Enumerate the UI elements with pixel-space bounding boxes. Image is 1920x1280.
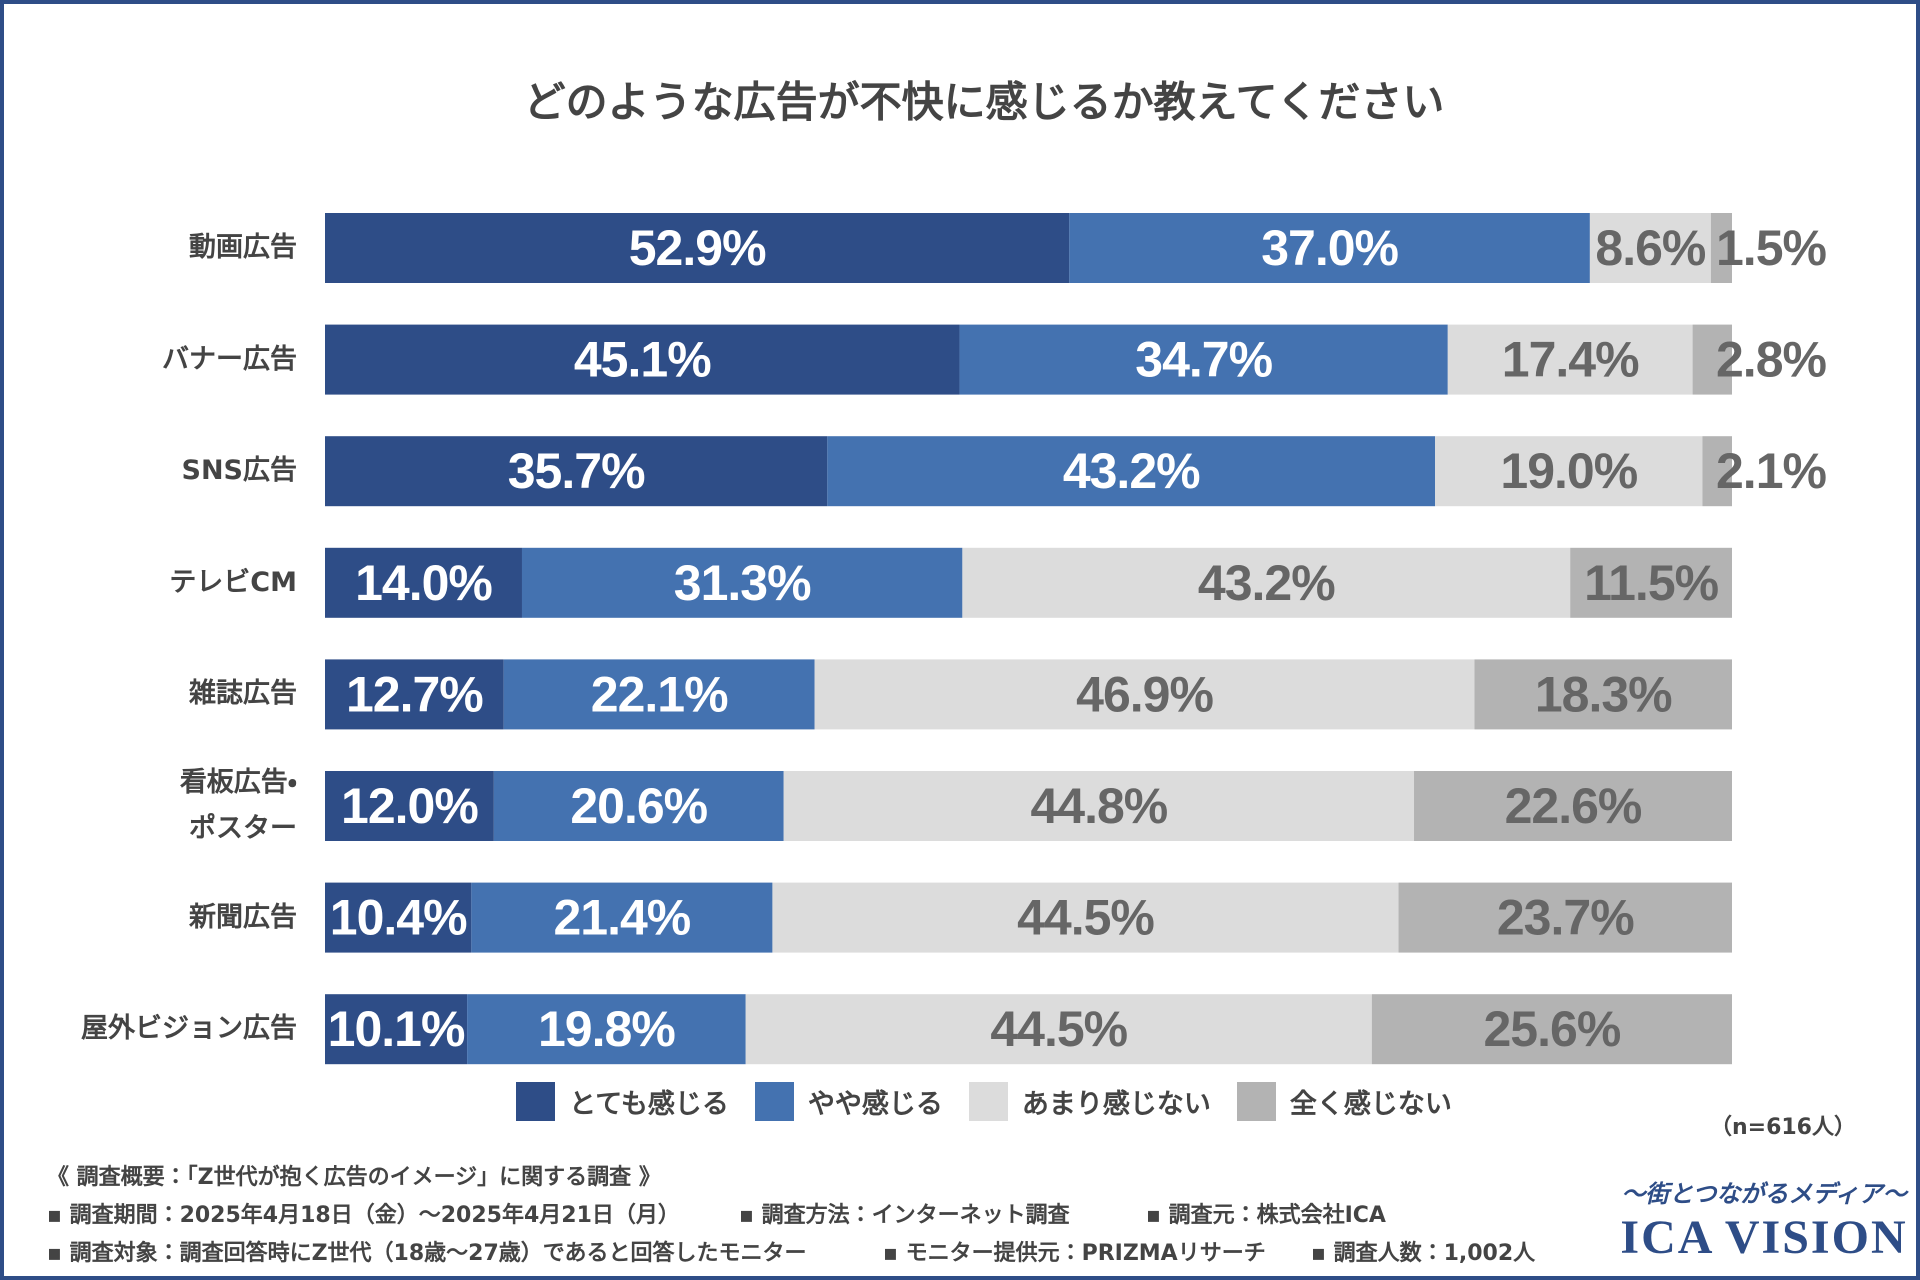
sample-note: （n=616人）	[1709, 1115, 1856, 1140]
bar-segment	[962, 547, 1571, 618]
value-label: 20.6%	[570, 778, 707, 834]
value-label: 10.4%	[330, 890, 467, 946]
bar-segment	[325, 882, 472, 953]
bar-segment	[325, 324, 960, 395]
value-label: 44.8%	[1030, 778, 1167, 834]
footer-text: ▪ 調査方法：インターネット調査	[739, 1203, 1070, 1228]
value-label: 12.0%	[341, 778, 478, 834]
bar-segment	[827, 436, 1436, 507]
bar-segment	[325, 436, 828, 507]
legend-item: とても感じる	[516, 1082, 729, 1121]
value-label: 12.7%	[346, 666, 483, 722]
value-label: 22.6%	[1505, 778, 1642, 834]
bar-segment	[745, 994, 1372, 1065]
bar-segment	[1447, 324, 1693, 395]
legend-label: 全く感じない	[1289, 1089, 1452, 1120]
legend-label: やや感じる	[807, 1089, 943, 1120]
legend-label: とても感じる	[569, 1089, 729, 1120]
footer-heading: 《 調査概要：「Z世代が抱く広告のイメージ」に関する調査 》	[47, 1165, 661, 1190]
category-label: 動画広告	[189, 232, 297, 263]
value-label: 2.8%	[1716, 332, 1827, 388]
bar-segment	[1570, 547, 1732, 618]
bar-segment	[493, 771, 784, 841]
category-label: バナー広告	[162, 343, 297, 375]
value-label: 44.5%	[1017, 890, 1154, 946]
value-label: 2.1%	[1716, 443, 1827, 499]
logo: ICA VISION	[1620, 1211, 1908, 1264]
bar-segment	[1069, 213, 1590, 283]
value-label: 52.9%	[629, 220, 766, 276]
value-label: 25.6%	[1484, 1001, 1621, 1057]
legend-swatch	[516, 1082, 556, 1121]
value-label: 18.3%	[1535, 666, 1672, 722]
value-label: 21.4%	[553, 890, 690, 946]
legend-swatch	[1236, 1082, 1276, 1121]
value-label: 45.1%	[574, 332, 711, 388]
legend-label: あまり感じない	[1021, 1089, 1211, 1120]
footer-text: ▪ 調査人数：1,002人	[1311, 1241, 1536, 1266]
bar-segment	[1692, 324, 1732, 395]
bar-segment	[959, 324, 1448, 395]
bar-segment	[471, 882, 773, 953]
bar-segment	[325, 994, 468, 1065]
bar-segment	[1398, 882, 1732, 953]
bar-segment	[521, 547, 963, 618]
bar-segment	[1414, 771, 1732, 841]
value-label: 22.1%	[591, 666, 728, 722]
legend-swatch	[754, 1082, 794, 1121]
value-label: 14.0%	[355, 555, 492, 611]
legend-item: あまり感じない	[968, 1082, 1211, 1121]
bar-segment	[1710, 213, 1732, 283]
value-label: 43.2%	[1063, 443, 1200, 499]
bar-segment	[1589, 213, 1711, 283]
tagline: 〜街とつながるメディア〜	[1621, 1180, 1907, 1208]
chart-title: どのような広告が不快に感じるか教えてください	[524, 78, 1445, 127]
legend-item: 全く感じない	[1236, 1082, 1452, 1121]
value-label: 17.4%	[1502, 332, 1639, 388]
value-label: 1.5%	[1716, 220, 1827, 276]
value-label: 8.6%	[1595, 220, 1706, 276]
value-label: 43.2%	[1198, 555, 1335, 611]
category-label: テレビCM	[169, 566, 297, 598]
category-label: SNS広告	[181, 455, 298, 487]
legend-swatch	[968, 1082, 1008, 1121]
bar-segment	[783, 771, 1415, 841]
chart: どのような広告が不快に感じるか教えてください 52.9% 37.0% 8.6% 1.5…	[325, 78, 1828, 1065]
value-label: 10.1%	[328, 1001, 465, 1057]
value-label: 11.5%	[1584, 555, 1719, 611]
value-label: 35.7%	[508, 443, 645, 499]
bar-segment	[814, 659, 1475, 730]
value-label: 23.7%	[1497, 890, 1634, 946]
bar-segment	[1435, 436, 1703, 507]
legend-item: やや感じる	[754, 1082, 943, 1121]
bar-segment	[503, 659, 815, 730]
value-label: 46.9%	[1076, 666, 1213, 722]
value-label: 31.3%	[674, 555, 811, 611]
footer-text: ▪ 調査対象：調査回答時にZ世代（18歳〜27歳）であると回答したモニター	[47, 1241, 807, 1266]
category-label: 看板広告・ ポスター	[179, 767, 297, 844]
footer-text: ▪ 調査期間：2025年4月18日（金）〜2025年4月21日（月）	[47, 1203, 680, 1228]
value-label: 34.7%	[1135, 332, 1272, 388]
category-label: 屋外ビジョン広告	[81, 1013, 297, 1045]
bar-segment	[325, 213, 1070, 283]
legend: とても感じる やや感じる あまり感じない 全く感じない	[4, 1082, 1916, 1121]
bar-segment	[1474, 659, 1732, 730]
bar-segment	[325, 659, 504, 730]
bar-segment	[772, 882, 1399, 953]
value-label: 37.0%	[1261, 220, 1398, 276]
category-label: 雑誌広告	[189, 678, 297, 710]
bar-segment	[1371, 994, 1732, 1065]
bar-segment	[467, 994, 746, 1065]
bar-segment	[1702, 436, 1732, 507]
value-label: 19.8%	[538, 1001, 675, 1057]
value-label: 44.5%	[990, 1001, 1127, 1057]
footer-text: ▪ 調査元：株式会社ICA	[1146, 1203, 1386, 1228]
category-label: 新聞広告	[189, 901, 297, 933]
bar-segment	[325, 771, 494, 841]
bar-segment	[325, 547, 522, 618]
footer-text: ▪ モニター提供元：PRIZMAリサーチ	[883, 1241, 1266, 1266]
value-label: 19.0%	[1500, 443, 1637, 499]
